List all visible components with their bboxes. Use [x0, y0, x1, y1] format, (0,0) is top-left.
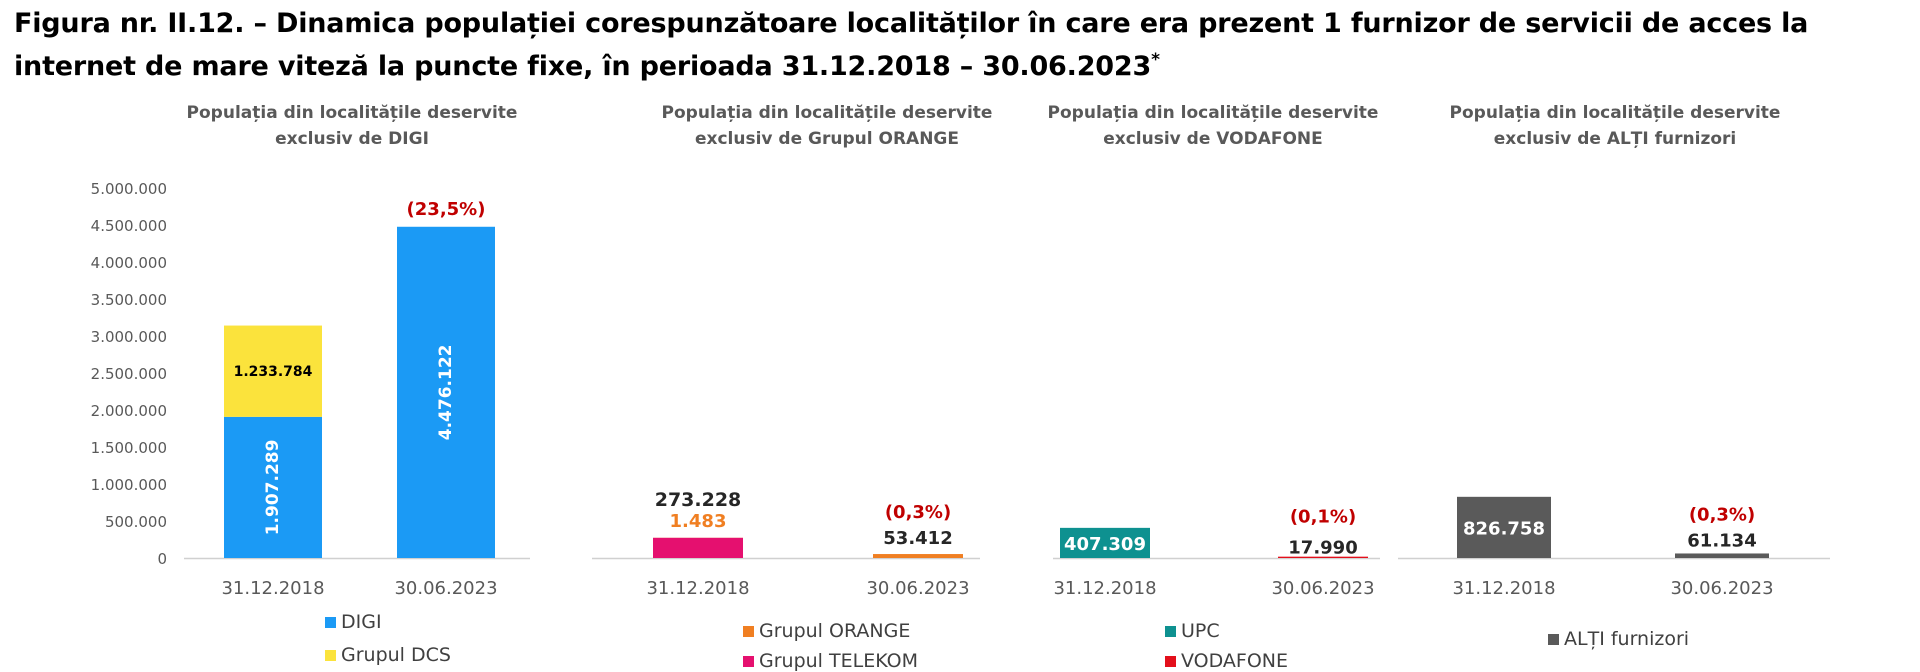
x-tick-label: 30.06.2023: [1271, 578, 1374, 599]
legend-swatch: [743, 656, 754, 667]
change-label-vodafone: (0,1%): [1290, 507, 1356, 528]
data-label-telekom-2018: 273.228: [655, 489, 742, 511]
y-tick-label: 4.500.000: [91, 217, 167, 235]
x-tick-label: 30.06.2023: [394, 578, 497, 599]
legend-swatch: [743, 626, 754, 637]
legend-label: DIGI: [341, 611, 382, 633]
legend-item: Grupul ORANGE: [743, 620, 910, 642]
chart-title-line: exclusiv de Grupul ORANGE: [695, 129, 959, 149]
legend-swatch: [1165, 626, 1176, 637]
chart-title-line: Populația din localitățile deservite: [662, 103, 993, 123]
legend-label: UPC: [1181, 620, 1220, 642]
change-label-alti: (0,3%): [1689, 504, 1755, 525]
legend-label: VODAFONE: [1181, 650, 1288, 672]
chart-title-line: Populația din localitățile deservite: [1048, 103, 1379, 123]
x-tick-label: 31.12.2018: [221, 578, 324, 599]
legend-swatch: [325, 650, 336, 661]
legend-label: ALȚI furnizori: [1564, 628, 1689, 650]
data-label-vodafone-2023: 17.990: [1288, 538, 1357, 559]
x-tick-label: 30.06.2023: [1670, 578, 1773, 599]
chart-title-line: exclusiv de ALȚI furnizori: [1494, 129, 1737, 149]
data-label-alti-2018: 826.758: [1463, 518, 1545, 539]
legend-item: VODAFONE: [1165, 650, 1288, 672]
change-label-digi: (23,5%): [407, 199, 486, 220]
legend-swatch: [325, 617, 336, 628]
bar-orange-2023: [873, 554, 963, 558]
chart-title-line: exclusiv de DIGI: [275, 129, 429, 149]
bar-alti-2023: [1675, 553, 1769, 558]
x-tick-label: 31.12.2018: [1053, 578, 1156, 599]
chart-title-line: Populația din localitățile deservite: [1450, 103, 1781, 123]
y-tick-label: 1.000.000: [91, 476, 167, 494]
legend-item: Grupul TELEKOM: [743, 650, 918, 672]
chart-title-line: Populația din localitățile deservite: [187, 103, 518, 123]
x-tick-label: 31.12.2018: [1452, 578, 1555, 599]
x-tick-label: 30.06.2023: [866, 578, 969, 599]
y-tick-label: 0: [157, 550, 167, 568]
data-label-upc-2018: 407.309: [1064, 534, 1146, 555]
y-tick-label: 3.500.000: [91, 291, 167, 309]
legend-item: Grupul DCS: [325, 644, 451, 666]
y-tick-label: 4.000.000: [91, 254, 167, 272]
legend-item: UPC: [1165, 620, 1220, 642]
y-tick-label: 1.500.000: [91, 439, 167, 457]
data-label-dcs-2018: 1.233.784: [234, 364, 313, 380]
bar-telekom-2018: [653, 538, 743, 558]
legend-label: Grupul TELEKOM: [759, 650, 918, 672]
x-tick-label: 31.12.2018: [646, 578, 749, 599]
legend-swatch: [1165, 656, 1176, 667]
y-tick-label: 5.000.000: [91, 180, 167, 198]
y-tick-label: 2.000.000: [91, 402, 167, 420]
legend-label: Grupul DCS: [341, 644, 451, 666]
legend-label: Grupul ORANGE: [759, 620, 910, 642]
chart-title-line: exclusiv de VODAFONE: [1103, 129, 1323, 149]
y-tick-label: 2.500.000: [91, 365, 167, 383]
y-tick-label: 3.000.000: [91, 328, 167, 346]
data-label-orange-2023: 53.412: [883, 528, 952, 549]
legend-item: DIGI: [325, 611, 382, 633]
legend-swatch: [1548, 634, 1559, 645]
data-label-alti-2023: 61.134: [1687, 530, 1756, 551]
y-tick-label: 500.000: [105, 513, 167, 531]
legend-item: ALȚI furnizori: [1548, 628, 1689, 650]
data-label-orange-2018: 1.483: [670, 511, 727, 532]
data-label-digi-2018: 1.907.289: [263, 440, 283, 536]
change-label-orange: (0,3%): [885, 502, 951, 523]
data-label-digi-2023: 4.476.122: [436, 345, 456, 441]
